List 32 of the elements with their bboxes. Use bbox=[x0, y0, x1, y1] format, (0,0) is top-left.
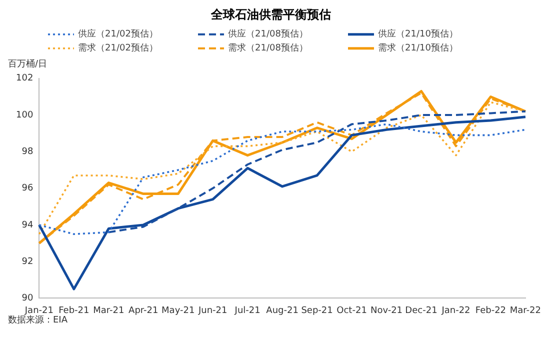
legend-label: 供应（21/08预估） bbox=[228, 28, 308, 40]
x-tick-label: Sep-21 bbox=[301, 306, 333, 316]
legend-label: 需求（21/08预估） bbox=[228, 42, 308, 54]
x-tick-label: Apr-21 bbox=[128, 306, 158, 316]
x-tick-label: Jan-21 bbox=[24, 306, 54, 316]
y-tick-label: 90 bbox=[22, 294, 34, 304]
source-note: 数据来源：EIA bbox=[8, 314, 68, 326]
x-tick-label: Aug-21 bbox=[266, 306, 298, 316]
x-tick-label: Feb-21 bbox=[58, 306, 90, 316]
y-tick-label: 102 bbox=[16, 74, 34, 84]
y-axis-title: 百万桶/日 bbox=[8, 58, 48, 70]
x-tick-label: Dec-21 bbox=[405, 306, 438, 316]
legend-label: 供应（21/10预估） bbox=[378, 28, 458, 40]
y-tick-label: 98 bbox=[22, 147, 34, 158]
line-series bbox=[38, 123, 526, 235]
legend-label: 需求（21/10预估） bbox=[378, 42, 458, 54]
y-tick-label: 92 bbox=[22, 256, 34, 267]
y-tick-label: 94 bbox=[22, 220, 34, 230]
x-tick-label: Jan-22 bbox=[440, 306, 470, 316]
x-tick-label: Feb-22 bbox=[475, 306, 506, 316]
y-tick-label: 96 bbox=[22, 184, 34, 194]
x-tick-label: Jun-21 bbox=[197, 306, 228, 316]
legend-label: 供应（21/02预估） bbox=[78, 28, 158, 40]
x-tick-label: Nov-21 bbox=[370, 306, 403, 316]
y-tick-label: 100 bbox=[16, 110, 34, 120]
x-tick-label: Mar-22 bbox=[510, 306, 541, 316]
x-tick-label: Jul-21 bbox=[234, 306, 260, 316]
x-tick-label: Mar-21 bbox=[93, 306, 124, 316]
x-tick-label: Oct-21 bbox=[336, 306, 367, 316]
chart-title: 全球石油供需平衡预估 bbox=[210, 7, 331, 22]
x-tick-label: May-21 bbox=[162, 306, 195, 316]
legend-label: 需求（21/02预估） bbox=[78, 42, 158, 54]
